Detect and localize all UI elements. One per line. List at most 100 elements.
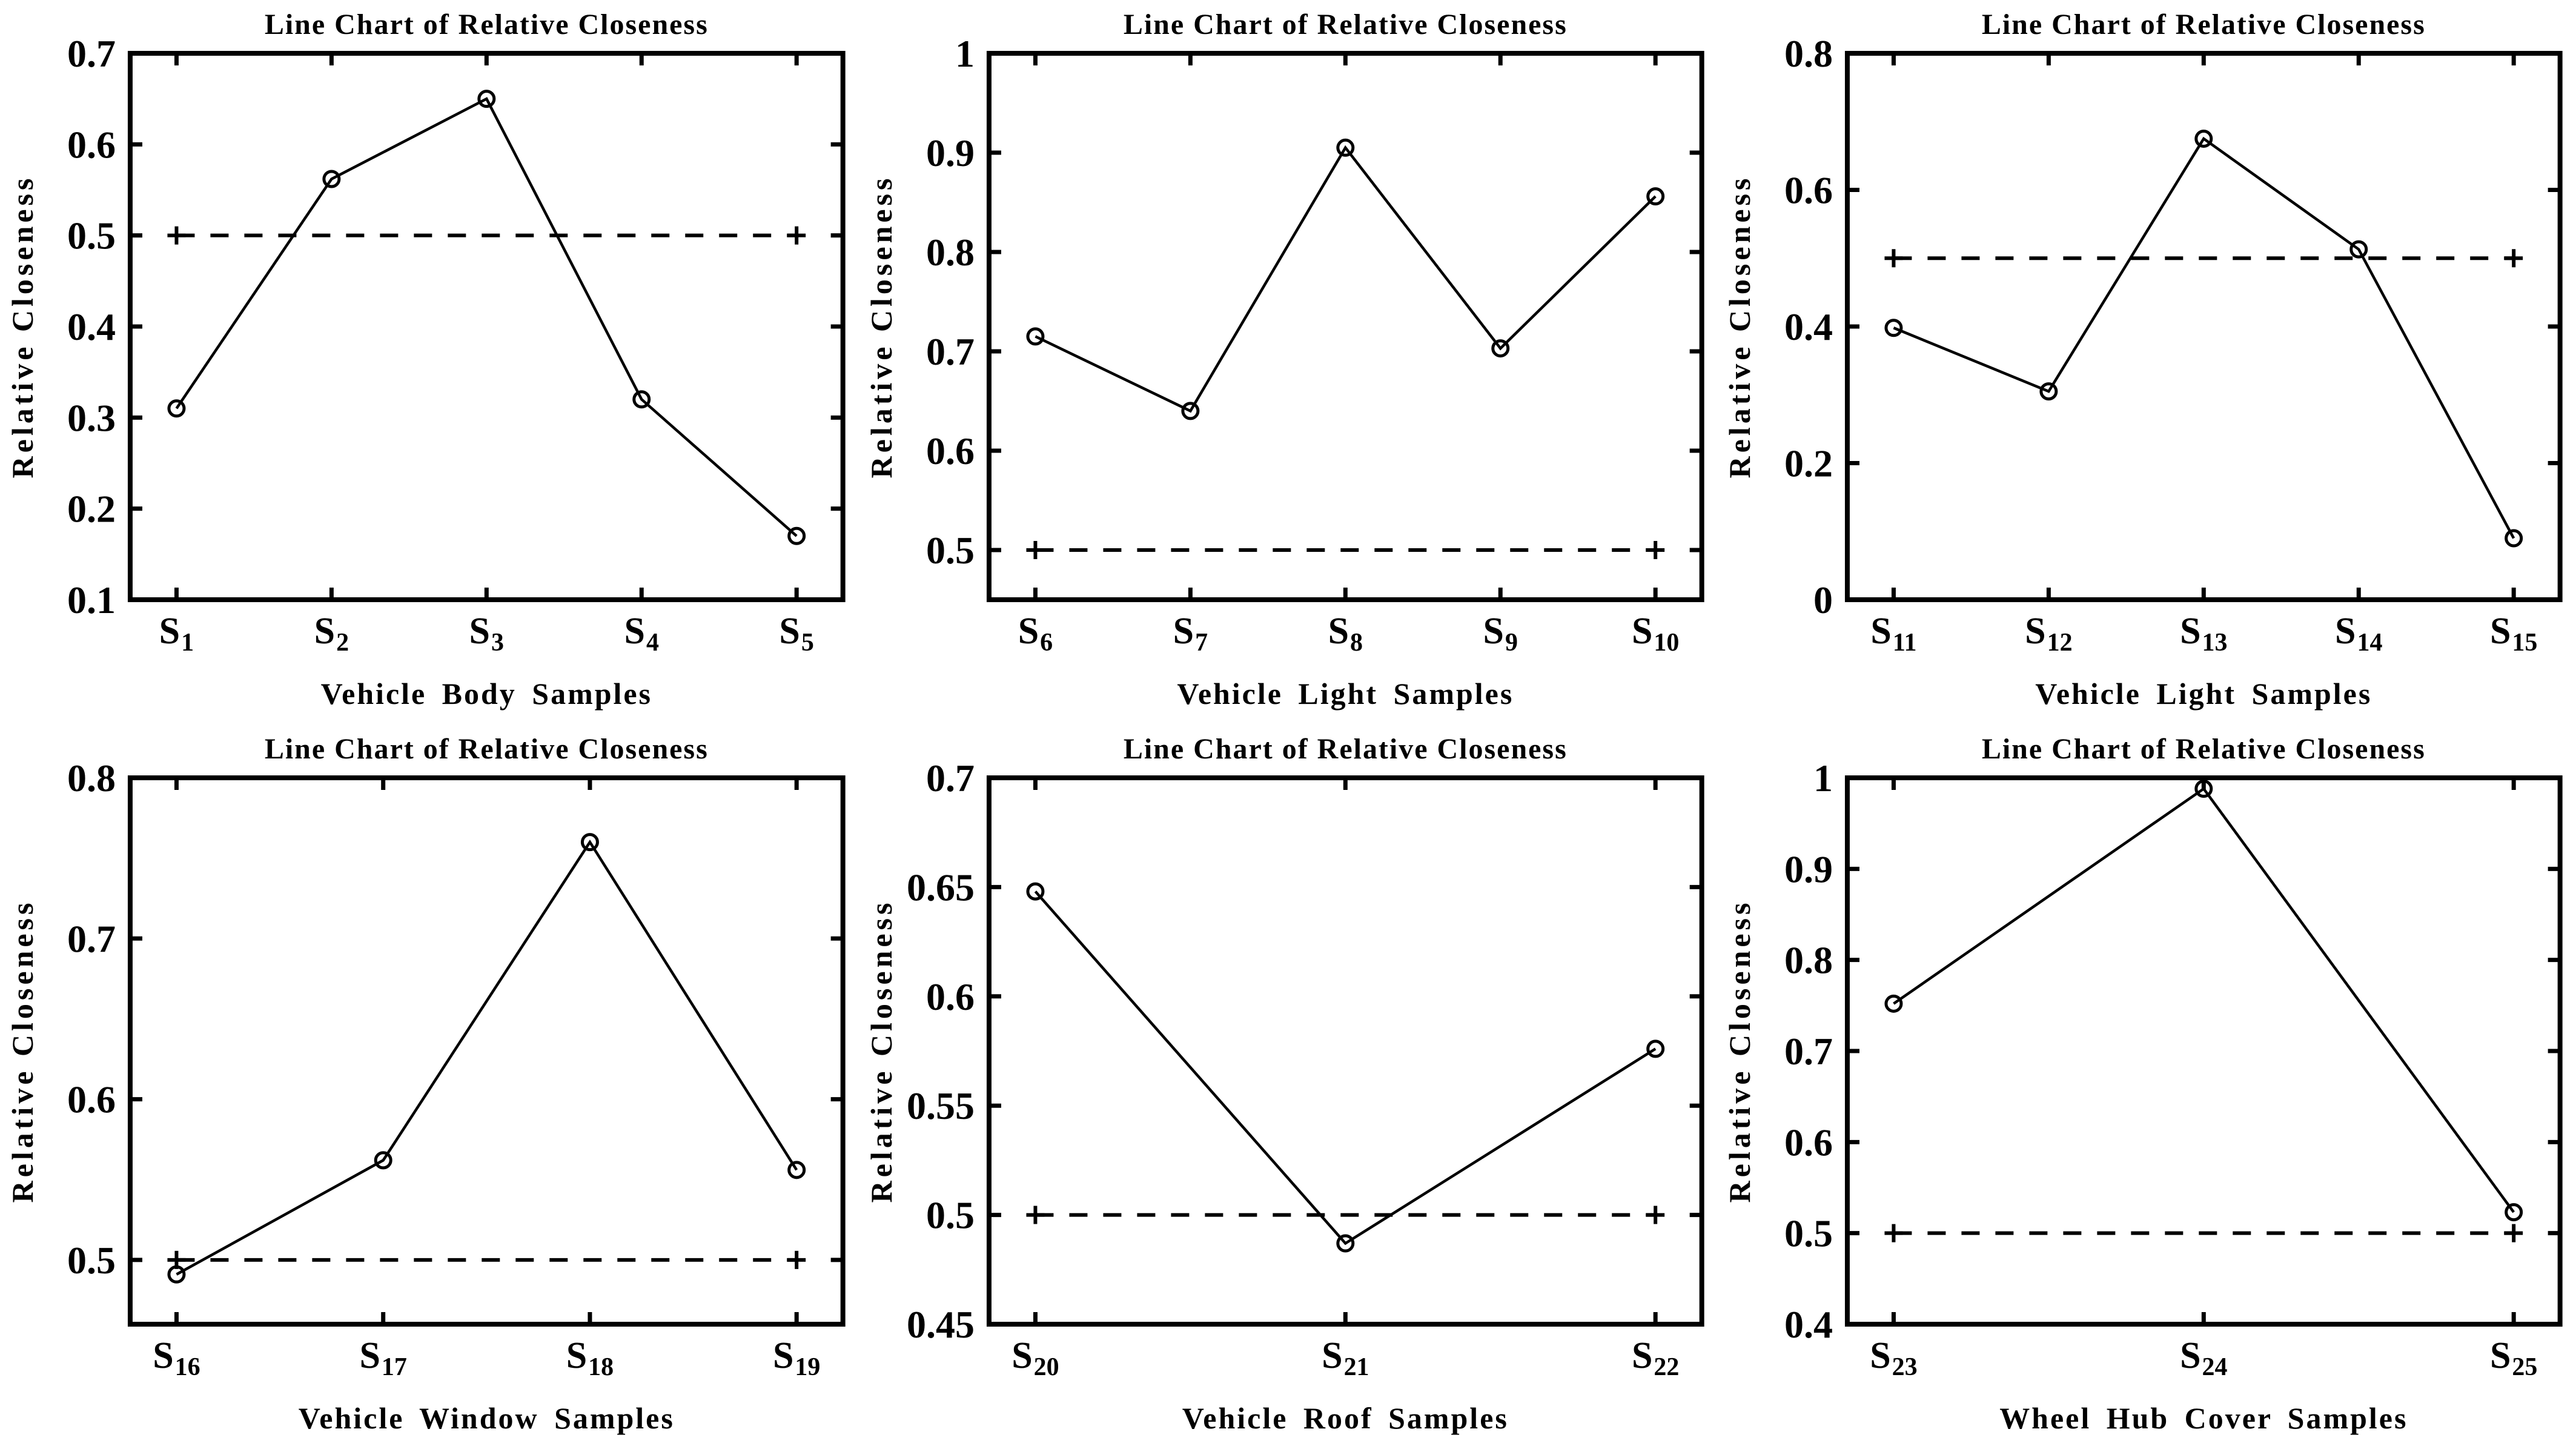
y-tick-label: 0.7 (1784, 1030, 1833, 1073)
y-tick-label: 0.8 (926, 231, 975, 274)
line-chart-1: S1 S2 S3 S4 S5 0.1 0.2 0.3 0.4 0.5 0.6 0.7 Line Char… (5, 8, 846, 711)
y-tick-label: 0.7 (67, 917, 116, 960)
x-tick-label: S18 (566, 1335, 614, 1381)
y-axis-label: Relative Closeness (864, 175, 898, 479)
y-tick-label: 0.65 (907, 866, 975, 909)
y-tick-label: 0.8 (67, 757, 116, 800)
y-tick-label: 0.55 (907, 1084, 975, 1127)
chart-title: Line Chart of Relative Closeness (265, 733, 709, 765)
data-line (1034, 890, 1657, 1245)
line-chart-6: S23 S24 S25 0.4 0.5 0.6 0.7 0.8 0.9 1 Line Chart o… (1723, 733, 2563, 1435)
chart-panel-2: S6 S7 S8 S9 S10 0.5 0.6 0.7 0.8 0.9 1 Line Chart of… (859, 0, 1718, 724)
x-tick-label: S12 (2025, 611, 2072, 657)
data-point-marker (477, 90, 496, 108)
y-tick-label: 0.7 (67, 32, 116, 75)
axes-box (1845, 775, 2563, 1327)
data-point-marker (1646, 187, 1664, 206)
data-point-marker (167, 399, 186, 418)
chart-panel-4: S16 S17 S18 S19 0.5 0.6 0.7 0.8 Line Chart of Re… (0, 724, 859, 1449)
y-axis-label: Relative Closeness (5, 175, 39, 479)
data-line (1893, 136, 2515, 539)
y-tick-label: 0.6 (926, 975, 975, 1018)
x-tick-label: S20 (1012, 1335, 1059, 1381)
x-axis-label: Vehicle Light Samples (1177, 677, 1514, 711)
x-axis-label: Vehicle Body Samples (321, 677, 652, 711)
y-tick-label: 0.4 (1784, 1303, 1833, 1346)
y-tick-label: 0.4 (1784, 305, 1833, 348)
y-tick-label: 0.8 (1784, 32, 1833, 75)
data-point-marker (1026, 327, 1045, 346)
data-point-marker (2039, 382, 2058, 401)
x-tick-label: S16 (153, 1335, 200, 1381)
y-tick-label: 0.5 (67, 214, 116, 257)
x-tick-label: S25 (2490, 1335, 2537, 1381)
y-tick-label: 1 (955, 32, 975, 75)
chart-panel-3: S11 S12 S13 S14 S15 0 0.2 0.4 0.6 0.8 Line Chart o… (1717, 0, 2576, 724)
y-tick-label: 0.7 (926, 757, 975, 800)
data-point-marker (322, 170, 341, 188)
x-tick-label: S23 (1870, 1335, 1918, 1381)
x-tick-label: S10 (1632, 611, 1679, 657)
y-tick-label: 0.2 (1784, 442, 1833, 485)
chart-panel-1: S1 S2 S3 S4 S5 0.1 0.2 0.3 0.4 0.5 0.6 0.7 Line Char… (0, 0, 859, 724)
y-tick-label: 0.45 (907, 1303, 975, 1346)
axes-box (127, 775, 846, 1327)
data-point-marker (2505, 529, 2523, 548)
chart-title: Line Chart of Relative Closeness (1123, 8, 1567, 41)
y-tick-label: 0.6 (1784, 1121, 1833, 1164)
data-point-marker (2194, 780, 2213, 798)
chart-title: Line Chart of Relative Closeness (1982, 8, 2426, 41)
x-tick-label: S7 (1173, 611, 1207, 657)
x-axis-label: Vehicle Light Samples (2036, 677, 2372, 711)
y-tick-label: 0.7 (926, 330, 975, 373)
data-point-marker (1646, 1040, 1664, 1058)
x-tick-label: S24 (2180, 1335, 2227, 1381)
chart-title: Line Chart of Relative Closeness (265, 8, 709, 41)
axes-box (986, 51, 1704, 602)
x-axis-label: Vehicle Window Samples (299, 1401, 675, 1435)
line-chart-3: S11 S12 S13 S14 S15 0 0.2 0.4 0.6 0.8 Line Chart o… (1723, 8, 2563, 711)
x-tick-label: S21 (1322, 1335, 1369, 1381)
x-tick-label: S3 (469, 611, 504, 657)
data-point-marker (787, 526, 806, 545)
data-line (175, 97, 798, 537)
data-point-marker (1491, 339, 1509, 358)
data-line (176, 839, 798, 1276)
data-point-marker (2505, 1203, 2523, 1222)
y-tick-label: 0.5 (926, 1194, 975, 1237)
chart-panel-5: S20 S21 S22 0.45 0.5 0.55 0.6 0.65 0.7 Line Chart… (859, 724, 1718, 1449)
x-tick-label: S9 (1483, 611, 1517, 657)
data-point-marker (1336, 138, 1354, 157)
x-tick-label: S14 (2335, 611, 2382, 657)
axes-box (1845, 51, 2563, 602)
y-tick-label: 0.3 (67, 396, 116, 439)
x-tick-label: S19 (773, 1335, 820, 1381)
data-point-marker (2349, 240, 2368, 259)
line-chart-2: S6 S7 S8 S9 S10 0.5 0.6 0.7 0.8 0.9 1 Line Chart of… (864, 8, 1704, 711)
data-point-marker (2194, 129, 2213, 148)
x-tick-label: S17 (359, 1335, 406, 1381)
y-axis-label: Relative Closeness (1723, 900, 1757, 1203)
y-tick-label: 0.9 (926, 131, 975, 174)
x-tick-label: S5 (779, 611, 813, 657)
x-axis-label: Vehicle Roof Samples (1182, 1401, 1508, 1435)
y-tick-label: 0.5 (67, 1239, 116, 1282)
data-line (1893, 786, 2515, 1213)
y-axis-label: Relative Closeness (864, 900, 898, 1203)
x-tick-label: S4 (624, 611, 659, 657)
x-axis-label: Wheel Hub Cover Samples (2000, 1401, 2408, 1435)
y-tick-label: 0.5 (926, 529, 975, 572)
x-tick-label: S15 (2490, 611, 2537, 657)
data-point-marker (1884, 319, 1903, 337)
x-tick-label: S11 (1871, 611, 1917, 657)
data-point-marker (167, 1265, 186, 1284)
x-tick-label: S1 (159, 611, 194, 657)
x-tick-label: S22 (1632, 1335, 1679, 1381)
y-axis-label: Relative Closeness (1723, 175, 1757, 479)
y-tick-label: 0.8 (1784, 939, 1833, 982)
y-axis-label: Relative Closeness (5, 900, 39, 1203)
y-tick-label: 0 (1813, 579, 1833, 622)
line-chart-4: S16 S17 S18 S19 0.5 0.6 0.7 0.8 Line Chart of Re… (5, 733, 846, 1435)
y-tick-label: 0.2 (67, 488, 116, 531)
